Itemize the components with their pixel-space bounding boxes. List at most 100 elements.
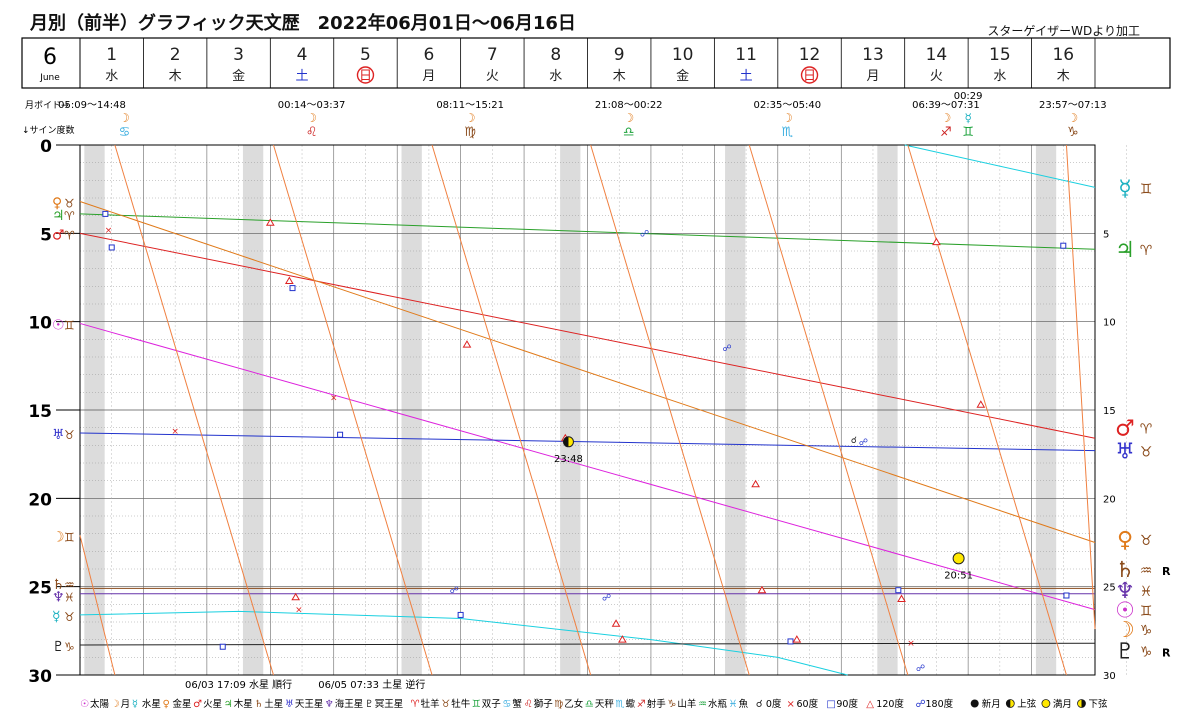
void-time: 05:09～14:48 <box>58 100 126 111</box>
legend-glyph: ♐ <box>637 699 646 710</box>
month-name: June <box>39 73 60 83</box>
aspect-trine-mark <box>618 635 627 643</box>
sunday-marker <box>800 66 819 84</box>
legend-new-moon <box>970 699 979 708</box>
legend-glyph: ☌ <box>756 699 763 710</box>
sign-degree-label: ↓サイン度数 <box>22 124 75 136</box>
calendar-weekday: 金 <box>676 68 689 84</box>
calendar-day-number: 12 <box>799 45 821 65</box>
aspect-sextile-mark: × <box>907 639 915 649</box>
legend-label: 満月 <box>1053 699 1072 710</box>
legend-glyph: ♍ <box>554 699 563 710</box>
legend-label: 牡牛 <box>451 698 471 710</box>
right-planet-label: ♀ <box>1117 528 1133 553</box>
legend-quarter-shade <box>1006 699 1011 708</box>
legend-label: 180度 <box>926 698 954 710</box>
y-tick-left: 10 <box>28 314 52 334</box>
credit-text: スターゲイザーWDより加工 <box>987 24 1140 38</box>
legend-label: 海王星 <box>335 698 364 710</box>
legend-label: 120度 <box>876 698 904 710</box>
calendar-day-number: 14 <box>926 45 948 65</box>
void-sign-glyph: ♑ <box>1067 125 1079 140</box>
legend-glyph: ♆ <box>325 699 334 710</box>
left-sign-label: ♈ <box>64 209 75 223</box>
y-tick-left: 20 <box>28 490 52 510</box>
void-time: 02:35～05:40 <box>754 100 822 111</box>
lunation-time: 23:48 <box>554 454 583 465</box>
legend-glyph: ☍ <box>916 699 926 710</box>
first-quarter-shade <box>563 436 569 447</box>
left-sign-label: ♉ <box>64 428 75 442</box>
aspect-square-mark <box>787 638 794 645</box>
left-planet-label: ♅ <box>52 427 65 443</box>
legend-glyph: ♊ <box>472 699 481 710</box>
left-planet-label: ♄ <box>52 577 65 593</box>
aspect-conjunction-mark: ☌ <box>851 436 857 446</box>
calendar-weekday: 土 <box>296 69 309 84</box>
legend-label: 牡羊 <box>421 698 440 710</box>
aspect-sextile-mark: × <box>295 606 303 616</box>
legend-glyph: ♋ <box>502 699 511 710</box>
y-tick-left: 5 <box>40 225 52 245</box>
calendar-day-number: 7 <box>487 45 498 65</box>
y-tick-right: 15 <box>1103 406 1116 417</box>
right-planet-label: ♅ <box>1115 440 1135 465</box>
calendar-weekday: 月 <box>422 69 435 84</box>
legend-label: 乙女 <box>564 698 583 710</box>
legend-glyph: ♎ <box>585 699 594 710</box>
calendar-weekday: 日 <box>359 69 372 84</box>
legend-label: 0度 <box>766 698 782 710</box>
left-planet-label: ☿ <box>52 609 61 625</box>
y-tick-right: 5 <box>1103 229 1109 240</box>
void-moon-glyph: ☽ <box>119 111 130 125</box>
moon-line <box>907 144 1067 676</box>
lunation-time: 20:51 <box>944 570 973 581</box>
aspect-trine-mark <box>932 237 941 246</box>
legend-label: 上弦 <box>1017 698 1037 710</box>
void-moon-glyph: ☽ <box>465 111 476 125</box>
calendar-day-number: 3 <box>233 45 244 65</box>
void-moon-glyph: ☽ <box>1067 111 1078 125</box>
right-sign-label: ♉ <box>1140 533 1153 549</box>
left-planet-label: ☉ <box>52 317 65 333</box>
right-planet-label: ♃ <box>1115 238 1135 263</box>
legend-glyph: ♓ <box>729 699 738 710</box>
void-time: 08:11～15:21 <box>436 100 504 111</box>
calendar-day-number: 4 <box>297 45 308 65</box>
calendar-weekday: 木 <box>1057 69 1070 84</box>
legend-label: 金星 <box>173 698 192 710</box>
aspect-trine-mark <box>792 635 802 643</box>
aspect-square-mark <box>102 210 109 217</box>
aspect-trine-mark <box>897 594 906 603</box>
legend-label: 天王星 <box>295 699 324 710</box>
void-moon-glyph: ☽ <box>623 111 634 125</box>
full-moon-marker <box>952 552 965 565</box>
left-sign-label: ♑ <box>64 640 75 654</box>
aspect-square-mark <box>219 643 226 650</box>
y-tick-left: 0 <box>40 137 52 157</box>
legend-glyph: △ <box>866 699 874 710</box>
legend-label: 射手 <box>647 698 667 710</box>
legend-glyph: ♈ <box>411 699 420 710</box>
calendar-weekday: 水 <box>993 69 1006 84</box>
aspect-trine-mark <box>284 276 294 285</box>
legend-glyph: ☉ <box>80 699 89 710</box>
aspect-trine-mark <box>291 592 301 601</box>
planet-line <box>79 201 1096 543</box>
legend-label: 90度 <box>836 698 858 710</box>
left-sign-label: ♉ <box>64 610 75 624</box>
legend-label: 新月 <box>982 698 1001 710</box>
legend-label: 双子 <box>482 699 502 710</box>
mercury-ingress-glyph: ☿ <box>964 111 971 125</box>
calendar-weekday: 月 <box>866 69 879 84</box>
planet-line <box>79 610 848 676</box>
legend-glyph: ♀ <box>163 699 170 710</box>
legend-glyph: ♅ <box>285 699 294 710</box>
sunday-marker <box>356 66 375 84</box>
void-sign-glyph: ♍ <box>464 125 476 140</box>
right-planet-label: ☽ <box>1115 618 1135 643</box>
legend-label: 冥王星 <box>375 699 404 710</box>
left-planet-label: ☽ <box>52 529 65 545</box>
void-moon-glyph: ☽ <box>941 111 952 125</box>
